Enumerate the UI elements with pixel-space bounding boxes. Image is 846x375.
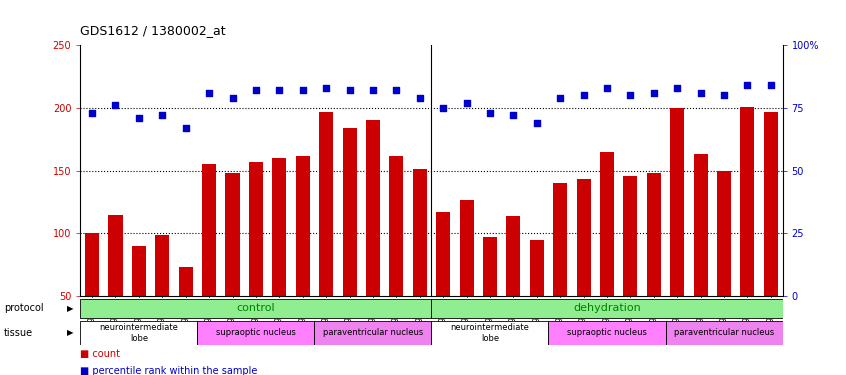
Point: [741, 82, 755, 88]
Point: [272, 87, 286, 93]
Text: paraventricular nucleus: paraventricular nucleus: [323, 328, 423, 338]
Text: tissue: tissue: [4, 328, 33, 338]
Bar: [85, 233, 99, 296]
Text: neurointermediate
lobe: neurointermediate lobe: [451, 323, 530, 342]
Text: ■ percentile rank within the sample: ■ percentile rank within the sample: [80, 366, 258, 375]
Bar: [437, 212, 450, 296]
Point: [437, 105, 450, 111]
Bar: [226, 173, 239, 296]
Bar: [740, 106, 755, 296]
Bar: [315, 321, 431, 345]
Bar: [459, 200, 474, 296]
Bar: [548, 321, 666, 345]
Bar: [600, 152, 614, 296]
Bar: [764, 112, 777, 296]
Point: [108, 102, 123, 108]
Point: [226, 95, 239, 101]
Bar: [179, 267, 193, 296]
Bar: [108, 214, 123, 296]
Point: [202, 90, 216, 96]
Bar: [670, 108, 684, 296]
Point: [132, 115, 146, 121]
Point: [577, 92, 591, 98]
Bar: [249, 162, 263, 296]
Point: [296, 87, 310, 93]
Bar: [507, 216, 520, 296]
Bar: [577, 179, 591, 296]
Point: [670, 85, 684, 91]
Text: paraventricular nucleus: paraventricular nucleus: [674, 328, 774, 338]
Bar: [156, 235, 169, 296]
Bar: [80, 298, 431, 318]
Point: [601, 85, 614, 91]
Bar: [431, 298, 783, 318]
Point: [366, 87, 380, 93]
Point: [553, 95, 567, 101]
Bar: [483, 237, 497, 296]
Bar: [413, 170, 426, 296]
Bar: [694, 154, 707, 296]
Point: [85, 110, 99, 116]
Point: [460, 100, 474, 106]
Bar: [272, 158, 286, 296]
Bar: [296, 156, 310, 296]
Text: ▶: ▶: [67, 328, 74, 338]
Text: ▶: ▶: [67, 304, 74, 313]
Point: [320, 85, 333, 91]
Point: [179, 125, 193, 131]
Bar: [80, 321, 197, 345]
Point: [507, 112, 520, 118]
Bar: [366, 120, 380, 296]
Bar: [343, 128, 356, 296]
Point: [530, 120, 544, 126]
Point: [694, 90, 707, 96]
Text: supraoptic nucleus: supraoptic nucleus: [567, 328, 647, 338]
Text: protocol: protocol: [4, 303, 44, 313]
Point: [717, 92, 731, 98]
Text: neurointermediate
lobe: neurointermediate lobe: [100, 323, 179, 342]
Point: [647, 90, 661, 96]
Bar: [647, 173, 661, 296]
Text: control: control: [237, 303, 275, 313]
Text: dehydration: dehydration: [573, 303, 641, 313]
Bar: [553, 183, 567, 296]
Bar: [389, 156, 404, 296]
Point: [343, 87, 356, 93]
Bar: [319, 112, 333, 296]
Point: [389, 87, 404, 93]
Point: [764, 82, 777, 88]
Text: GDS1612 / 1380002_at: GDS1612 / 1380002_at: [80, 24, 226, 38]
Point: [624, 92, 637, 98]
Bar: [132, 246, 146, 296]
Point: [250, 87, 263, 93]
Bar: [197, 321, 315, 345]
Point: [483, 110, 497, 116]
Bar: [530, 240, 544, 296]
Text: ■ count: ■ count: [80, 349, 120, 359]
Bar: [431, 321, 548, 345]
Bar: [717, 171, 731, 296]
Point: [413, 95, 426, 101]
Bar: [624, 176, 637, 296]
Text: supraoptic nucleus: supraoptic nucleus: [216, 328, 296, 338]
Point: [156, 112, 169, 118]
Bar: [202, 164, 216, 296]
Bar: [666, 321, 783, 345]
